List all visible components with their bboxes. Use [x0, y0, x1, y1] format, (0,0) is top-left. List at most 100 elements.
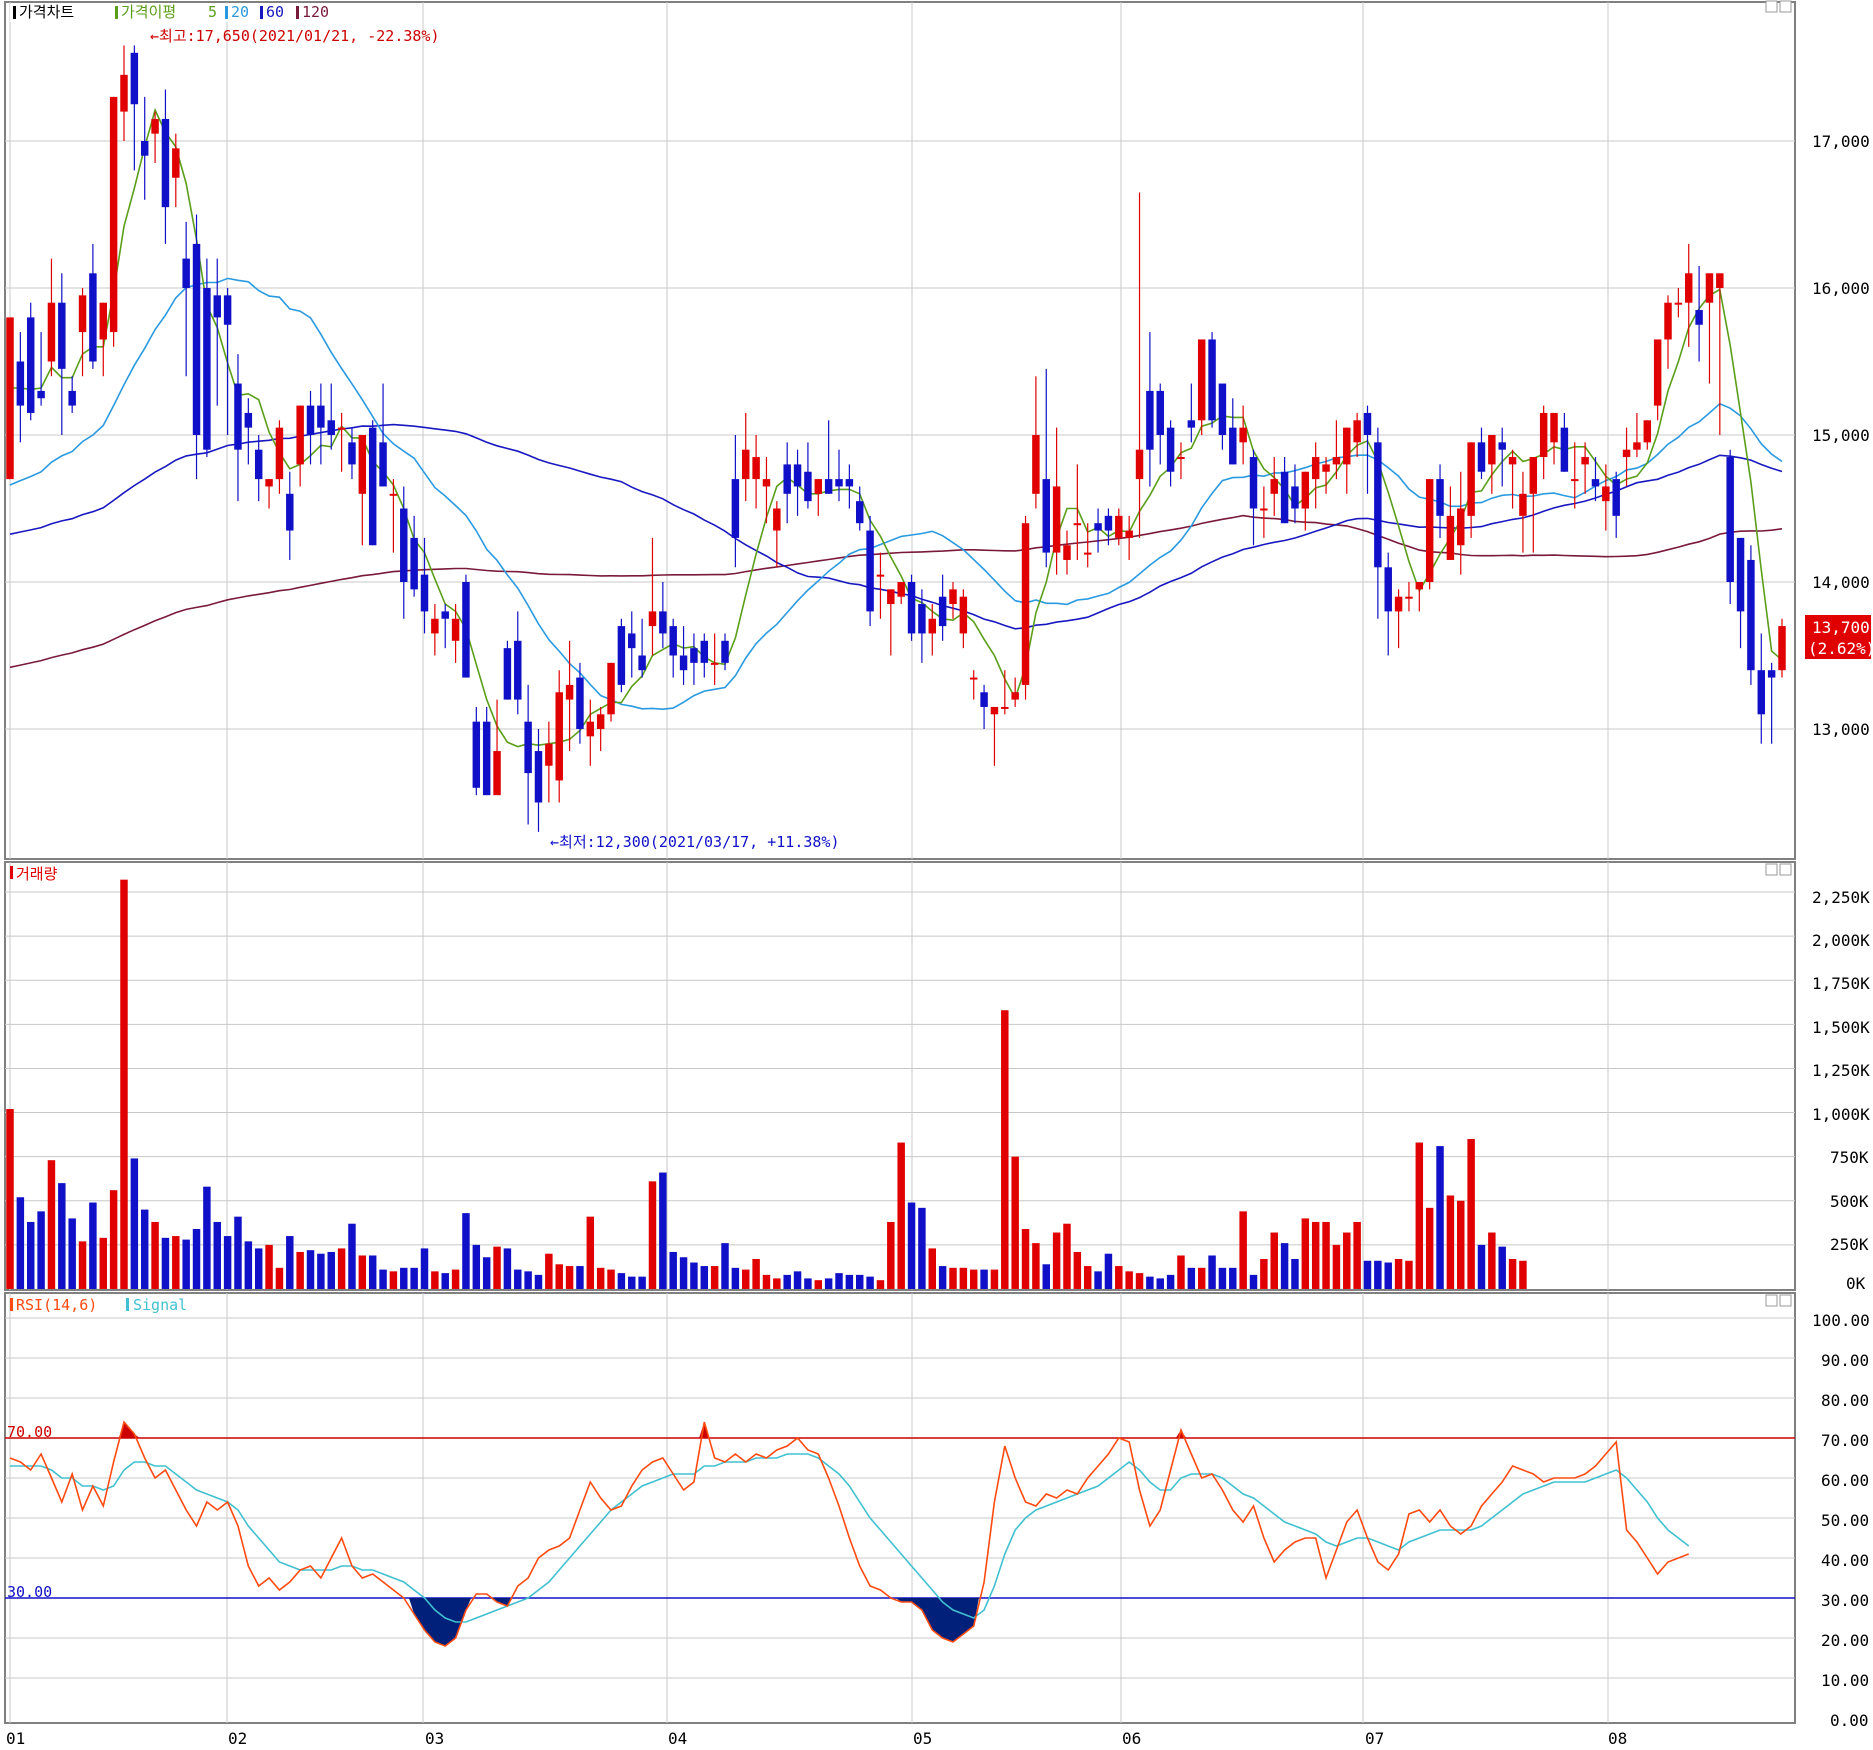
volume-bar: [928, 1248, 936, 1289]
candle-body: [1529, 457, 1538, 494]
candle-body: [1519, 493, 1527, 516]
last-change: (2.62%): [1808, 639, 1873, 658]
candle-body: [628, 633, 636, 649]
candle-body: [1664, 302, 1672, 340]
candle-body: [140, 141, 149, 156]
candle-body: [503, 648, 512, 700]
ma60-swatch: [260, 6, 263, 19]
volume-bar: [1208, 1255, 1216, 1289]
volume-bar: [524, 1271, 532, 1289]
candle-body: [337, 427, 346, 430]
candle-body: [1063, 545, 1071, 560]
volume-bar: [410, 1267, 418, 1289]
volume-bar: [1332, 1244, 1341, 1289]
volume-bar: [327, 1251, 335, 1289]
volume-bar: [420, 1248, 429, 1289]
volume-bar: [1446, 1195, 1455, 1289]
candle-body: [1322, 464, 1330, 472]
ma5-line: [10, 107, 1783, 748]
candle-body: [690, 648, 698, 663]
volume-bar: [451, 1269, 460, 1289]
candle-body: [1767, 670, 1776, 678]
candle-body: [89, 273, 97, 362]
volume-bar: [337, 1248, 346, 1289]
candle-body: [1394, 596, 1403, 612]
volume-panel-controls: [1765, 863, 1792, 876]
volume-tick: 1,750K: [1812, 974, 1870, 993]
candle-body: [762, 479, 771, 487]
rsi-tick: 40.00: [1821, 1551, 1869, 1570]
price-legend: 가격차트 가격이평 5 20 60 120: [10, 3, 346, 22]
ma60-line: [9, 423, 1783, 630]
volume-bar: [866, 1276, 874, 1289]
rsi-tick: 80.00: [1821, 1391, 1869, 1410]
candle-body: [648, 611, 657, 627]
volume-bar: [1311, 1221, 1320, 1289]
close-icon[interactable]: [1779, 1294, 1792, 1307]
candle-body: [814, 479, 823, 494]
rsi-legend-swatch: [10, 1298, 13, 1311]
candle-body: [420, 574, 429, 612]
candle-body: [783, 464, 791, 494]
candle-body: [969, 677, 978, 680]
candle-body: [254, 449, 263, 480]
volume-bar: [1011, 1156, 1019, 1289]
candle-body: [545, 743, 553, 766]
volume-bar: [679, 1257, 688, 1289]
candle-body: [534, 751, 543, 803]
volume-bar: [980, 1269, 988, 1289]
close-icon[interactable]: [1779, 0, 1792, 13]
candle-body: [317, 405, 325, 428]
volume-bar: [845, 1274, 854, 1289]
candle-body: [192, 243, 201, 435]
volume-bar: [783, 1274, 791, 1289]
candle-body: [400, 508, 408, 582]
candle-body: [1177, 457, 1185, 460]
rsi-tick: 0.00: [1830, 1711, 1869, 1730]
volume-bar: [296, 1251, 304, 1289]
volume-bar: [89, 1202, 97, 1289]
volume-bar: [545, 1253, 553, 1289]
close-icon[interactable]: [1779, 863, 1792, 876]
volume-bar: [814, 1280, 823, 1289]
volume-bar: [286, 1236, 294, 1289]
candle-body: [441, 611, 449, 619]
volume-bar: [938, 1266, 947, 1289]
candle-body: [1052, 486, 1061, 553]
volume-bar: [742, 1269, 750, 1289]
candle-body: [151, 118, 159, 134]
volume-bar: [1052, 1232, 1061, 1289]
volume-bar: [182, 1239, 190, 1289]
volume-bar: [1177, 1255, 1185, 1289]
rsi-line: [9, 1420, 1689, 1647]
maximize-icon[interactable]: [1765, 863, 1778, 876]
volume-bar: [472, 1244, 481, 1289]
volume-bar: [275, 1267, 284, 1289]
candle-body: [234, 383, 242, 450]
ma20-line: [9, 277, 1783, 711]
candle-body: [1550, 412, 1558, 443]
candle-body: [1032, 435, 1040, 494]
maximize-icon[interactable]: [1765, 0, 1778, 13]
x-tick: 06: [1122, 1729, 1141, 1748]
candle-body: [182, 258, 190, 288]
moving-average-lines: [9, 107, 1783, 748]
candle-body: [368, 427, 377, 546]
volume-tick: 0K: [1846, 1274, 1866, 1293]
candle-body: [120, 74, 128, 112]
candle-body: [1011, 692, 1019, 700]
candle-body: [389, 493, 398, 496]
candle-body: [1716, 273, 1724, 288]
volume-bar: [607, 1269, 615, 1289]
volume-bar: [1104, 1253, 1113, 1289]
volume-bar: [151, 1221, 159, 1289]
candle-body: [1280, 471, 1289, 524]
candle-body: [856, 501, 864, 524]
volume-bar: [400, 1267, 408, 1289]
maximize-icon[interactable]: [1765, 1294, 1778, 1307]
volume-bar: [1457, 1200, 1465, 1289]
volume-tick: 1,250K: [1812, 1061, 1870, 1080]
ma60-legend: 60: [266, 3, 284, 21]
candle-body: [1633, 442, 1641, 450]
